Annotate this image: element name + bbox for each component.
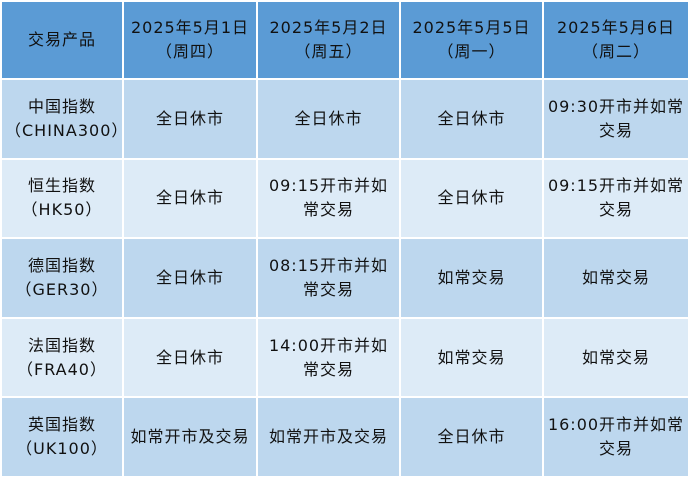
table-row: 中国指数 （CHINA300） 全日休市 全日休市 全日休市 09:30开市并如常交易 (0, 78, 688, 160)
product-cell: 恒生指数 （HK50） (0, 157, 124, 240)
product-cell: 法国指数 （FRA40） (0, 316, 124, 399)
date-text: 2025年5月6日 (556, 18, 676, 37)
header-product: 交易产品 (0, 0, 124, 80)
schedule-cell: 如常交易 (542, 237, 688, 319)
product-name: 德国指数 (27, 255, 96, 275)
table-row: 恒生指数 （HK50） 全日休市 09:15开市并如常交易 全日休市 09:15开市并如常… (0, 157, 688, 240)
schedule-cell: 全日休市 (399, 157, 544, 240)
schedule-cell: 09:30开市并如常交易 (542, 78, 688, 160)
product-code: （HK50） (21, 200, 103, 220)
date-text: 2025年5月5日 (412, 18, 531, 37)
weekday-text: （周一） (437, 42, 506, 61)
header-date: 2025年5月6日 （周二） (542, 0, 688, 80)
product-cell: 中国指数 （CHINA300） (0, 78, 129, 160)
schedule-cell: 如常开市及交易 (256, 396, 401, 478)
table-row: 英国指数 （UK100） 如常开市及交易 如常开市及交易 全日休市 16:00开市并如常交… (0, 396, 688, 478)
product-code: （CHINA300） (5, 120, 129, 140)
product-name: 法国指数 (27, 335, 96, 355)
header-date: 2025年5月1日 （周四） (122, 0, 258, 80)
header-date: 2025年5月5日 （周一） (399, 0, 544, 80)
date-text: 2025年5月2日 (269, 18, 388, 37)
schedule-cell: 09:15开市并如常交易 (256, 157, 401, 240)
schedule-cell: 全日休市 (399, 78, 544, 160)
schedule-cell: 08:15开市并如常交易 (256, 237, 401, 319)
weekday-text: （周四） (155, 42, 224, 61)
product-code: （UK100） (16, 439, 108, 459)
table-row: 法国指数 （FRA40） 全日休市 14:00开市并如常交易 如常交易 如常交易 (0, 316, 688, 399)
product-code: （GER30） (15, 279, 109, 299)
schedule-cell: 全日休市 (256, 78, 401, 160)
schedule-cell: 如常交易 (399, 237, 544, 319)
header-row: 交易产品 2025年5月1日 （周四） 2025年5月2日 （周五） 2025年5月… (0, 0, 688, 80)
schedule-cell: 全日休市 (122, 316, 258, 399)
schedule-cell: 09:15开市并如常交易 (542, 157, 688, 240)
schedule-cell: 16:00开市并如常交易 (542, 396, 688, 478)
product-name: 恒生指数 (27, 176, 96, 196)
schedule-cell: 全日休市 (122, 237, 258, 319)
product-name: 中国指数 (27, 96, 96, 116)
product-code: （FRA40） (17, 359, 107, 379)
schedule-cell: 全日休市 (122, 157, 258, 240)
schedule-cell: 14:00开市并如常交易 (256, 316, 401, 399)
product-cell: 英国指数 （UK100） (0, 396, 124, 478)
table-row: 德国指数 （GER30） 全日休市 08:15开市并如常交易 如常交易 如常交易 (0, 237, 688, 319)
weekday-text: （周五） (294, 42, 363, 61)
schedule-cell: 如常交易 (542, 316, 688, 399)
schedule-cell: 全日休市 (122, 78, 258, 160)
date-text: 2025年5月1日 (130, 18, 250, 37)
weekday-text: （周二） (581, 42, 650, 61)
product-cell: 德国指数 （GER30） (0, 237, 124, 319)
product-name: 英国指数 (27, 415, 96, 435)
schedule-cell: 如常开市及交易 (122, 396, 258, 478)
schedule-cell: 如常交易 (399, 316, 544, 399)
schedule-cell: 全日休市 (399, 396, 544, 478)
header-date: 2025年5月2日 （周五） (256, 0, 401, 80)
